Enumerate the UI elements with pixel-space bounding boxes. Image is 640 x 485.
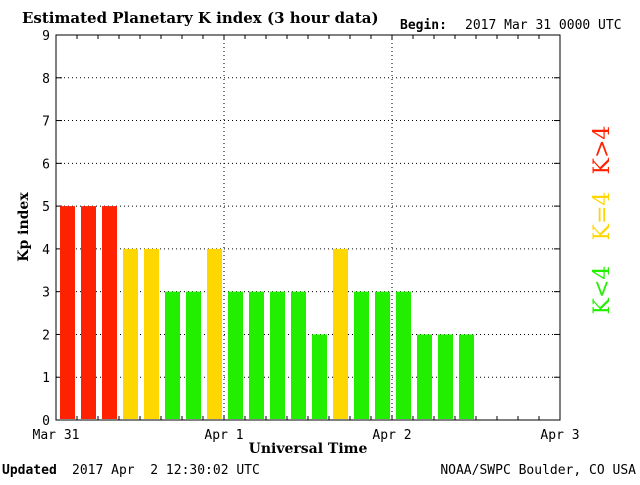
kp-bar [459,334,474,419]
y-tick-label: 3 [42,286,50,301]
legend-low: K<4 [590,266,615,315]
y-tick-label: 6 [42,157,50,172]
kp-bar [228,291,243,419]
begin-value: 2017 Mar 31 0000 UTC [465,18,622,33]
x-axis-label: Universal Time [249,441,368,457]
x-tick-labels: Mar 31 Apr 1 Apr 2 Apr 3 [33,428,580,443]
kp-bar [60,206,75,419]
kp-bar [165,291,180,419]
kp-bar [438,334,453,419]
y-tick-label: 0 [42,414,50,429]
kp-bar [102,206,117,419]
y-tick-label: 8 [42,72,50,87]
kp-bar [249,291,264,419]
kp-bar [207,248,222,419]
y-tick-label: 4 [42,243,50,258]
begin-label: Begin: [400,18,447,33]
x-tick-label: Apr 3 [540,428,579,443]
plot-frame [55,34,561,421]
kp-bar [417,334,432,419]
legend-high: K>4 [590,126,615,175]
kp-bar [375,291,390,419]
y-tick-label: 7 [42,115,50,130]
y-tick-label: 2 [42,328,50,343]
y-tick-label: 9 [42,29,50,44]
kp-bar [396,291,411,419]
kp-bar [312,334,327,419]
kp-bar [144,248,159,419]
y-tick-labels: 0 1 2 3 4 5 6 7 8 9 [42,29,50,429]
legend-mid: K=4 [590,192,615,241]
x-tick-label: Mar 31 [33,428,80,443]
kp-bar [186,291,201,419]
updated-label: Updated [2,463,57,478]
chart-title: Estimated Planetary K index (3 hour data… [22,9,379,27]
updated-value: 2017 Apr 2 12:30:02 UTC [72,463,260,478]
x-tick-label: Apr 2 [372,428,411,443]
grid-layer [55,34,561,421]
y-tick-label: 5 [42,200,50,215]
source-credit: NOAA/SWPC Boulder, CO USA [440,463,636,478]
kp-bar [81,206,96,419]
kp-bar [354,291,369,419]
x-tick-label: Apr 1 [204,428,243,443]
y-axis-label: Kp index [16,192,32,262]
kp-bar [291,291,306,419]
kp-bar [123,248,138,419]
bars-layer [60,206,474,419]
kp-bar [270,291,285,419]
y-tick-label: 1 [42,371,50,386]
kp-bar [333,248,348,419]
